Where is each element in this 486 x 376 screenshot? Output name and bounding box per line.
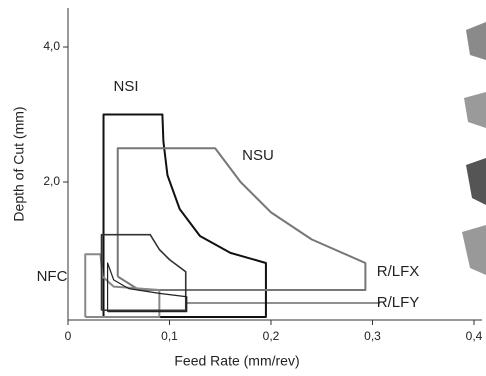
region-label: R/LFY <box>377 294 420 311</box>
x-tick-label: 0,2 <box>263 329 280 343</box>
x-tick-label: 0 <box>65 329 72 343</box>
region-outline <box>106 262 188 313</box>
region-outline <box>100 233 187 312</box>
y-axis-label: Depth of Cut (mm) <box>11 106 27 221</box>
x-axis-label: Feed Rate (mm/rev) <box>174 353 299 369</box>
region-label: NSI <box>113 78 138 95</box>
region-outline <box>116 147 367 291</box>
region-label: NSU <box>242 147 274 164</box>
x-tick-label: 0,1 <box>161 329 178 343</box>
region-outline <box>102 113 267 318</box>
y-tick-label: 4,0 <box>43 39 60 53</box>
region-outline <box>84 253 161 318</box>
region-label: NFC <box>37 268 68 285</box>
x-tick-label: 0,3 <box>364 329 381 343</box>
region-label: R/LFX <box>377 263 420 280</box>
insert-images <box>462 22 486 275</box>
y-tick-label: 2,0 <box>43 174 60 188</box>
x-tick-label: 0,4 <box>466 329 483 343</box>
